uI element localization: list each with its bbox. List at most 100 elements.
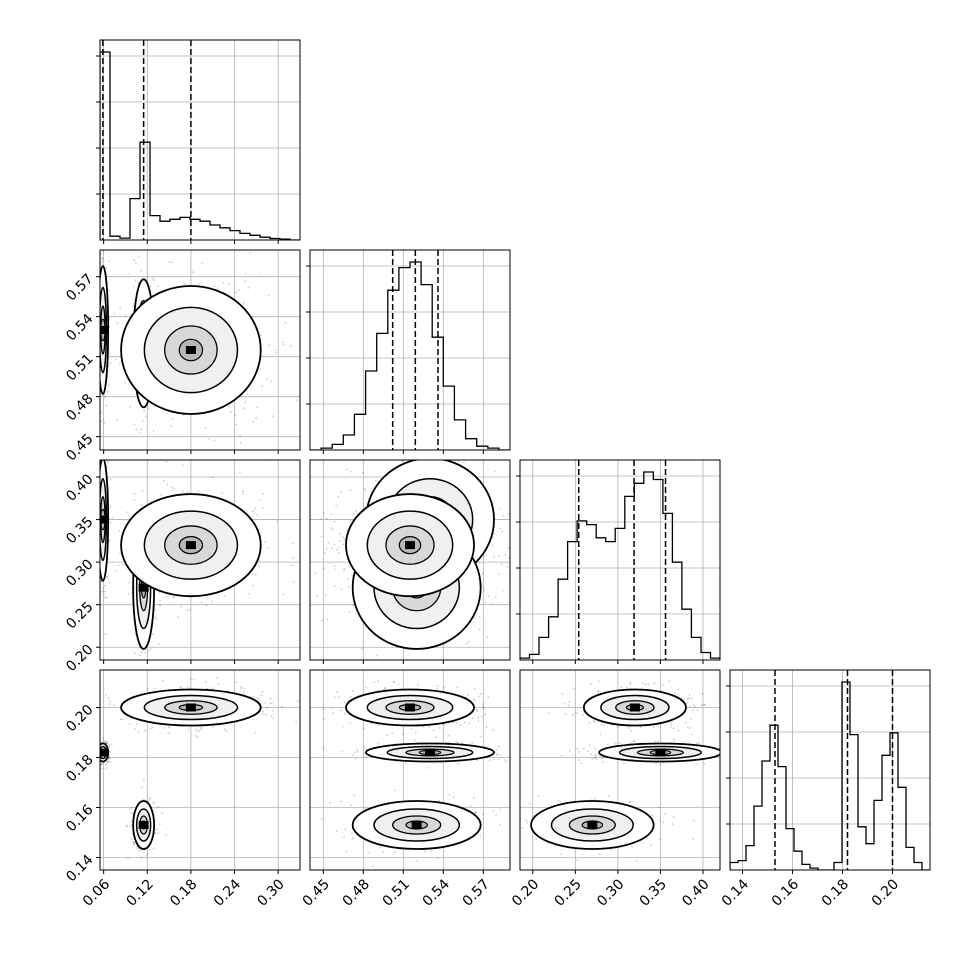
sample-point	[105, 596, 108, 599]
sample-point	[159, 823, 161, 826]
sample-point	[302, 534, 304, 536]
sample-point	[455, 741, 457, 743]
sample-point	[342, 543, 345, 546]
sample-point	[96, 752, 98, 754]
sample-point	[100, 762, 103, 765]
sample-point	[156, 828, 158, 831]
sample-point	[228, 282, 230, 285]
sample-point	[135, 723, 138, 726]
sample-point	[350, 804, 352, 807]
sample-point	[333, 568, 336, 571]
sample-point	[258, 560, 261, 562]
sample-point	[274, 349, 277, 352]
sample-point	[98, 755, 100, 757]
sample-point	[487, 696, 490, 698]
sample-point	[499, 527, 502, 530]
sample-point	[332, 529, 334, 531]
sample-point	[223, 728, 226, 731]
sample-point	[382, 851, 385, 854]
sample-point	[271, 415, 274, 418]
sample-point	[242, 492, 245, 495]
sample-point	[356, 748, 358, 751]
sample-point	[135, 428, 138, 431]
sample-point	[435, 688, 438, 691]
sample-point	[96, 460, 98, 462]
sample-point	[494, 596, 497, 598]
sample-point	[97, 528, 99, 530]
sample-point	[424, 439, 426, 441]
sample-point	[521, 555, 523, 557]
sample-point	[97, 326, 99, 328]
sample-point	[134, 728, 137, 730]
sample-point	[330, 547, 333, 549]
sample-point	[213, 285, 216, 288]
sample-point	[97, 493, 99, 495]
sample-point	[133, 498, 136, 501]
sample-point	[321, 818, 324, 820]
sample-point	[154, 832, 157, 835]
sample-point	[172, 597, 175, 599]
sample-point	[289, 345, 292, 347]
sample-point	[187, 686, 190, 689]
sample-point	[292, 557, 294, 560]
sample-point	[119, 551, 122, 554]
sample-point	[97, 542, 99, 544]
sample-point	[254, 507, 257, 510]
sample-point	[99, 457, 101, 459]
sample-point	[244, 280, 247, 283]
sample-point	[399, 445, 401, 447]
sample-point	[98, 755, 100, 757]
sample-point	[512, 759, 514, 761]
sample-point	[138, 255, 141, 258]
sample-point	[349, 489, 352, 491]
sample-point	[152, 847, 155, 850]
sample-point	[106, 761, 108, 764]
sample-point	[479, 735, 482, 738]
sample-point	[103, 397, 106, 400]
sample-point	[167, 731, 170, 734]
sample-point	[200, 728, 203, 730]
sample-point	[394, 789, 397, 792]
sample-point	[143, 729, 146, 732]
sample-point	[97, 467, 99, 469]
sample-point	[457, 741, 459, 744]
sample-point	[152, 801, 155, 803]
sample-point	[244, 401, 247, 403]
density-peak	[100, 326, 108, 334]
density-peak	[100, 748, 108, 757]
sample-point	[339, 532, 341, 535]
sample-point	[452, 796, 455, 798]
sample-point	[168, 726, 171, 729]
density-panel-3-1	[321, 680, 514, 868]
sample-point	[501, 530, 504, 533]
sample-point	[345, 468, 348, 471]
sample-point	[115, 570, 118, 572]
sample-point	[499, 824, 501, 827]
sample-point	[384, 687, 387, 690]
sample-point	[304, 509, 306, 511]
sample-point	[243, 687, 246, 690]
sample-point	[373, 680, 376, 683]
sample-point	[110, 743, 113, 746]
sample-point	[431, 439, 433, 441]
sample-point	[459, 723, 462, 726]
density-peak	[185, 346, 196, 354]
sample-point	[354, 757, 357, 760]
sample-point	[100, 420, 103, 423]
sample-point	[336, 691, 338, 693]
sample-point	[97, 744, 99, 746]
sample-point	[295, 721, 297, 724]
sample-point	[349, 520, 352, 523]
sample-point	[333, 585, 336, 588]
sample-point	[105, 763, 107, 766]
sample-point	[97, 382, 99, 384]
sample-point	[134, 279, 137, 282]
sample-point	[322, 717, 325, 720]
sample-point	[133, 842, 136, 845]
sample-point	[325, 547, 328, 550]
sample-point	[132, 304, 135, 307]
sample-point	[228, 405, 230, 408]
sample-point	[346, 578, 349, 581]
sample-point	[150, 285, 152, 288]
sample-point	[96, 574, 98, 576]
